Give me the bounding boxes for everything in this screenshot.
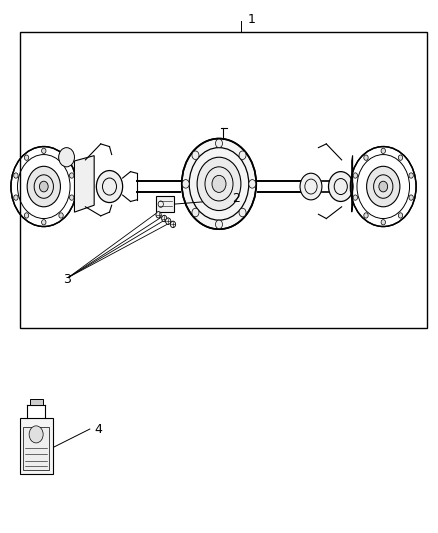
Circle shape bbox=[29, 426, 43, 443]
Circle shape bbox=[166, 218, 171, 224]
Circle shape bbox=[42, 148, 46, 154]
Circle shape bbox=[96, 171, 123, 203]
Circle shape bbox=[59, 155, 63, 160]
Polygon shape bbox=[74, 156, 94, 212]
Circle shape bbox=[381, 220, 385, 225]
Circle shape bbox=[14, 173, 18, 178]
Circle shape bbox=[409, 195, 413, 200]
Circle shape bbox=[197, 157, 241, 211]
Circle shape bbox=[59, 213, 63, 218]
Circle shape bbox=[162, 215, 167, 222]
Circle shape bbox=[364, 155, 368, 160]
Circle shape bbox=[14, 195, 18, 200]
Circle shape bbox=[381, 148, 385, 154]
Circle shape bbox=[11, 147, 77, 227]
Circle shape bbox=[70, 173, 74, 178]
Circle shape bbox=[25, 213, 29, 218]
Bar bbox=[20, 32, 427, 328]
Circle shape bbox=[182, 139, 256, 229]
Circle shape bbox=[212, 175, 226, 192]
Circle shape bbox=[239, 208, 246, 217]
Circle shape bbox=[42, 220, 46, 225]
Circle shape bbox=[350, 147, 416, 227]
Circle shape bbox=[353, 195, 357, 200]
Circle shape bbox=[300, 173, 322, 200]
Bar bbox=[30, 399, 42, 405]
Circle shape bbox=[353, 173, 357, 178]
Circle shape bbox=[192, 151, 199, 159]
Circle shape bbox=[170, 221, 176, 228]
Circle shape bbox=[59, 148, 74, 167]
Circle shape bbox=[249, 180, 256, 188]
Circle shape bbox=[215, 220, 223, 229]
Circle shape bbox=[215, 139, 223, 148]
Text: 3: 3 bbox=[64, 273, 71, 286]
Circle shape bbox=[328, 172, 353, 201]
Circle shape bbox=[39, 181, 48, 192]
Polygon shape bbox=[352, 156, 353, 212]
Circle shape bbox=[70, 195, 74, 200]
Circle shape bbox=[239, 151, 246, 159]
Circle shape bbox=[398, 155, 403, 160]
Circle shape bbox=[364, 213, 368, 218]
Circle shape bbox=[367, 166, 400, 207]
Text: 1: 1 bbox=[247, 13, 255, 26]
Circle shape bbox=[409, 173, 413, 178]
Circle shape bbox=[379, 181, 388, 192]
Text: 2: 2 bbox=[232, 192, 240, 205]
Bar bbox=[20, 418, 53, 474]
Bar bbox=[23, 427, 49, 470]
Circle shape bbox=[156, 212, 161, 218]
Bar bbox=[156, 196, 174, 212]
Circle shape bbox=[27, 166, 60, 207]
Circle shape bbox=[192, 208, 199, 217]
Text: 4: 4 bbox=[94, 423, 102, 435]
Circle shape bbox=[182, 180, 189, 188]
Circle shape bbox=[398, 213, 403, 218]
Circle shape bbox=[25, 155, 29, 160]
